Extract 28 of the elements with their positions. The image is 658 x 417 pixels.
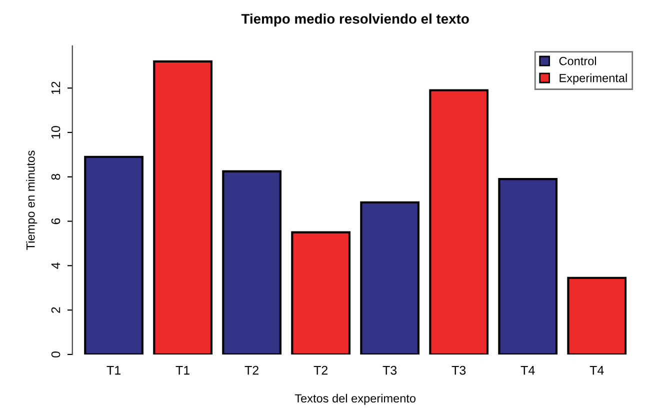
chart-title: Tiempo medio resolviendo el texto xyxy=(241,14,469,27)
y-tick-label: 12 xyxy=(51,82,60,94)
x-tick-label: T1 xyxy=(106,366,120,375)
bar xyxy=(429,89,489,354)
y-tick-label: 4 xyxy=(51,262,60,269)
bar xyxy=(291,231,350,354)
bar xyxy=(567,276,627,354)
x-tick-label: T4 xyxy=(590,366,604,375)
x-tick-label: T2 xyxy=(314,366,328,375)
x-tick-label: T1 xyxy=(176,366,190,375)
y-tick-label: 6 xyxy=(51,218,60,224)
y-tick-label: 8 xyxy=(51,174,60,180)
x-tick-label: T4 xyxy=(520,366,535,375)
x-axis-title: Textos del experimento xyxy=(294,394,416,405)
bar xyxy=(222,170,282,354)
bar xyxy=(360,201,420,354)
y-tick-label: 10 xyxy=(51,126,60,138)
y-tick-label: 0 xyxy=(51,351,60,358)
y-tick-label: 2 xyxy=(51,307,60,313)
bar xyxy=(498,178,558,354)
y-axis-title: Tiempo en minutos xyxy=(26,150,38,250)
x-tick-label: T3 xyxy=(382,366,397,375)
bar xyxy=(153,60,212,354)
legend-label: Experimental xyxy=(560,74,627,85)
x-tick-label: T3 xyxy=(452,366,466,375)
x-tick-label: T2 xyxy=(244,366,258,375)
legend-label: Control xyxy=(559,56,596,66)
bar xyxy=(84,156,144,354)
